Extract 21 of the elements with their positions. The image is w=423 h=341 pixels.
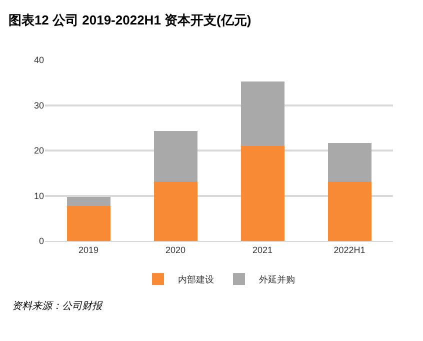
y-tick-label: 30: [34, 100, 44, 110]
y-tick-label: 40: [34, 55, 44, 66]
y-tick-label: 0: [38, 236, 44, 246]
x-tick-label: 2019: [78, 244, 99, 255]
chart-title: 图表12 公司 2019-2022H1 资本开支(亿元): [8, 12, 252, 28]
bar: [66, 206, 110, 241]
bar: [328, 142, 372, 182]
bar: [240, 81, 284, 146]
bar: [154, 131, 198, 182]
x-tick-label: 2020: [165, 244, 186, 255]
legend-label: 外延并购: [259, 274, 295, 285]
bar: [328, 182, 372, 241]
x-tick-label: 2022H1: [334, 244, 366, 255]
legend-label: 内部建设: [178, 274, 214, 285]
text: 资料来源：公司财报: [12, 300, 103, 312]
bar: [154, 182, 198, 241]
y-tick-label: 10: [34, 190, 44, 201]
bar: [240, 146, 284, 241]
bar: [66, 197, 110, 206]
x-tick-label: 2021: [252, 244, 273, 255]
y-tick-label: 20: [34, 146, 44, 156]
